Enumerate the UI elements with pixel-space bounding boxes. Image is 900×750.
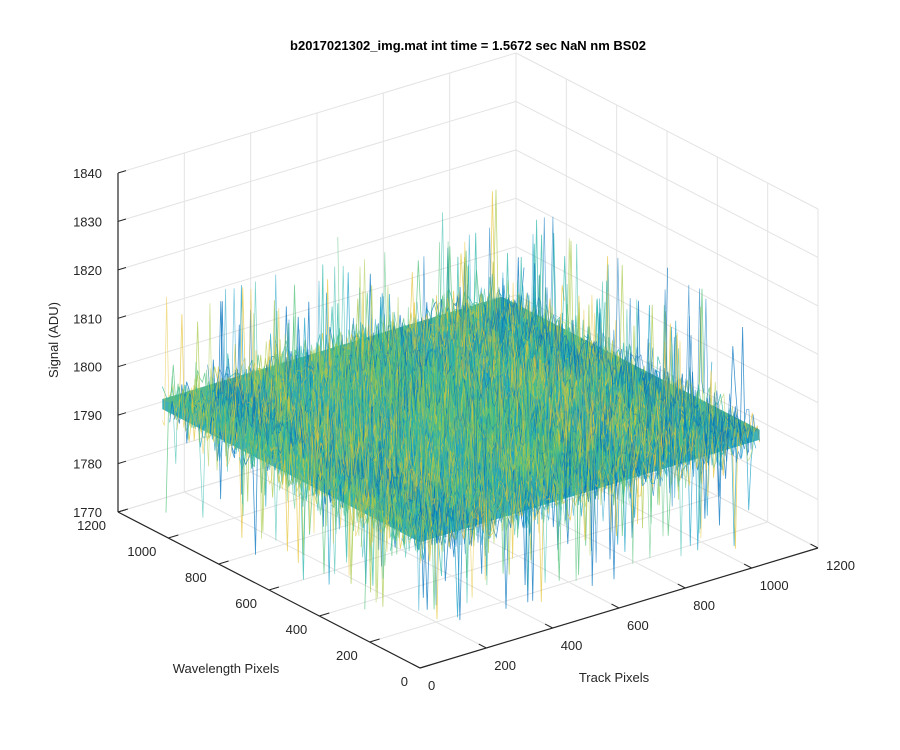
z-tick-mark: [117, 267, 127, 271]
surface-mesh-line: [405, 282, 664, 475]
surface-mesh-line: [484, 302, 743, 494]
surface-mesh-line: [377, 266, 636, 556]
signal-surface: [161, 189, 760, 621]
y-tick-mark: [419, 664, 431, 669]
y-tick-label: 1000: [127, 544, 156, 559]
x-tick-label: 0: [428, 678, 435, 693]
z-tick-label: 1790: [73, 408, 102, 423]
x-tick-mark: [544, 623, 553, 629]
x-tick-label: 400: [561, 638, 583, 653]
right-wall-grid-line: [515, 100, 819, 258]
surface-mesh-line: [229, 336, 489, 553]
y-tick-label: 800: [185, 570, 207, 585]
y-tick-label: 200: [336, 648, 358, 663]
surface-mesh-line: [365, 329, 625, 507]
floor-grid-line: [369, 521, 768, 643]
z-tick-label: 1810: [73, 311, 102, 326]
z-tick-mark: [117, 412, 127, 416]
z-tick-mark: [117, 218, 127, 222]
surface-mesh-line: [473, 243, 732, 534]
z-tick-mark: [117, 363, 127, 368]
y-tick-label: 0: [401, 674, 408, 689]
x-tick-label: 1200: [826, 558, 855, 573]
back-wall-grid-line: [117, 52, 517, 174]
x-tick-mark: [611, 603, 620, 609]
z-axis-label: Signal (ADU): [46, 302, 61, 378]
y-tick-mark: [319, 612, 330, 617]
x-tick-label: 1000: [760, 578, 789, 593]
back-wall-grid-line: [117, 149, 517, 271]
x-tick-mark: [743, 563, 752, 569]
z-tick-label: 1830: [73, 214, 102, 229]
surface-mesh-line: [161, 296, 421, 576]
x-tick-label: 600: [627, 618, 649, 633]
z-tick-label: 1770: [73, 505, 102, 520]
surface-mesh-line: [495, 238, 755, 462]
back-wall-grid-line: [117, 197, 517, 319]
x-tick-mark: [677, 583, 686, 589]
y-tick-mark: [268, 586, 280, 591]
x-tick-label: 800: [693, 598, 715, 613]
surface-mesh-line: [337, 236, 596, 581]
x-tick-mark: [810, 543, 819, 549]
y-tick-mark: [168, 534, 179, 539]
y-axis-label: Wavelength Pixels: [173, 661, 280, 676]
right-wall-grid-line: [515, 52, 819, 210]
right-wall-grid-line: [515, 246, 819, 404]
back-wall-grid-line: [117, 246, 517, 368]
y-tick-label: 400: [286, 622, 308, 637]
z-tick-mark: [117, 460, 127, 465]
z-tick-label: 1820: [73, 263, 102, 278]
x-axis-label: Track Pixels: [579, 670, 650, 685]
chart-title: b2017021302_img.mat int time = 1.5672 se…: [290, 38, 646, 53]
z-tick-mark: [117, 170, 127, 174]
surface-mesh-line: [343, 338, 602, 561]
y-tick-label: 600: [235, 596, 257, 611]
surface-mesh-line: [326, 314, 585, 530]
surface-mesh-line: [501, 257, 760, 450]
surface-mesh-line: [490, 216, 749, 462]
y-tick-mark: [218, 560, 229, 565]
z-tick-mark: [117, 315, 127, 319]
x-tick-label: 200: [494, 658, 516, 673]
y-tick-mark: [369, 638, 380, 643]
surface-mesh-line: [348, 317, 608, 563]
right-wall-grid-line: [515, 197, 819, 355]
surface-mesh-line: [184, 313, 443, 603]
y-tick-label: 1200: [77, 518, 106, 533]
x-tick-mark: [478, 643, 487, 649]
surface-mesh-line: [478, 233, 738, 529]
z-tick-label: 1800: [73, 360, 102, 375]
axis-ticks: 0 200 400 600 800 1000 1200 0 200 400 600 800 1000 12…: [73, 166, 855, 693]
x-tick-mark: [412, 663, 421, 669]
z-tick-label: 1780: [73, 457, 102, 472]
z-tick-label: 1840: [73, 166, 102, 181]
z-tick-mark: [117, 509, 127, 513]
right-wall-grid-line: [515, 149, 819, 307]
back-wall-grid-line: [117, 100, 517, 222]
